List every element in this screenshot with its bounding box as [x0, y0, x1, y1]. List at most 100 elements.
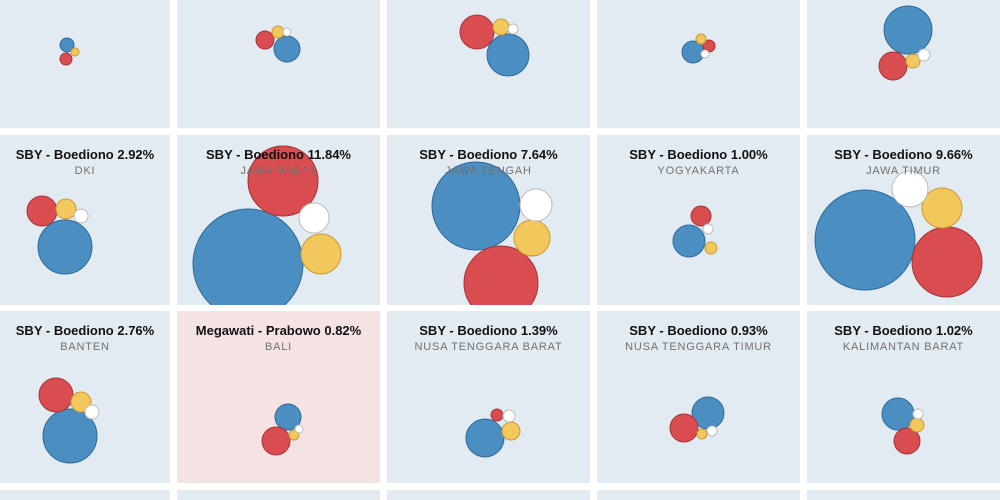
region-tile[interactable]	[177, 0, 380, 128]
region-leader-label: SBY - Boediono 7.64%	[419, 147, 558, 162]
bubble-cluster	[387, 490, 590, 500]
bubble-cluster	[669, 396, 725, 443]
bubble-cluster	[878, 5, 933, 81]
bubble-cluster	[465, 408, 521, 458]
yellow-bubble[interactable]	[704, 241, 718, 255]
region-leader-label: SBY - Boediono 2.92%	[15, 147, 155, 162]
white-bubble[interactable]	[702, 223, 714, 235]
yellow-bubble[interactable]	[695, 33, 707, 45]
white-bubble[interactable]	[706, 425, 718, 437]
region-tile[interactable]	[387, 0, 590, 128]
white-bubble[interactable]	[298, 202, 330, 234]
red-bubble[interactable]	[261, 426, 291, 456]
white-bubble[interactable]	[502, 409, 516, 423]
region-leader-label: SBY - Boediono 1.39%	[419, 323, 558, 338]
bubble-cluster	[26, 195, 93, 275]
region-tile-jawa-tengah[interactable]: SBY - Boediono 7.64% JAWA TENGAH	[387, 135, 590, 305]
region-tile-yogyakarta[interactable]: SBY - Boediono 1.00% YOGYAKARTA	[597, 135, 800, 305]
region-tile-kalimantan-barat[interactable]: SBY - Boediono 1.02% KALIMANTAN BARAT	[807, 311, 1000, 483]
bubble-cluster	[807, 490, 1000, 500]
white-bubble[interactable]	[917, 48, 931, 62]
red-bubble[interactable]	[59, 52, 73, 66]
white-bubble[interactable]	[282, 27, 292, 37]
blue-bubble[interactable]	[37, 219, 93, 275]
region-tile[interactable]	[597, 490, 800, 500]
bubble-cluster	[177, 490, 380, 500]
region-tile[interactable]	[177, 490, 380, 500]
white-bubble[interactable]	[891, 170, 929, 208]
yellow-bubble[interactable]	[271, 25, 285, 39]
yellow-bubble[interactable]	[909, 417, 925, 433]
region-tile[interactable]	[807, 490, 1000, 500]
region-tile-banten[interactable]: SBY - Boediono 2.76% BANTEN	[0, 311, 170, 483]
yellow-bubble[interactable]	[492, 18, 510, 36]
blue-bubble[interactable]	[814, 189, 916, 291]
bubble-cluster	[59, 37, 80, 66]
region-leader-label: SBY - Boediono 1.00%	[629, 147, 768, 162]
bubble-cluster	[814, 170, 983, 298]
red-bubble[interactable]	[911, 226, 983, 298]
yellow-bubble[interactable]	[501, 421, 521, 441]
red-bubble[interactable]	[878, 51, 908, 81]
blue-bubble[interactable]	[59, 37, 75, 53]
blue-bubble[interactable]	[883, 5, 933, 55]
region-name-label: BANTEN	[60, 341, 110, 353]
region-name-label: NUSA TENGGARA TIMUR	[625, 341, 772, 353]
yellow-bubble[interactable]	[921, 187, 963, 229]
blue-bubble[interactable]	[486, 33, 530, 77]
region-leader-label: SBY - Boediono 1.02%	[834, 323, 973, 338]
blue-bubble[interactable]	[273, 35, 301, 63]
white-bubble[interactable]	[73, 208, 89, 224]
region-leader-label: SBY - Boediono 11.84%	[206, 147, 351, 162]
region-name-label: BALI	[264, 341, 293, 353]
red-bubble[interactable]	[255, 30, 275, 50]
white-bubble[interactable]	[84, 404, 100, 420]
white-bubble[interactable]	[519, 188, 553, 222]
red-bubble[interactable]	[893, 427, 921, 455]
bubble-cluster	[431, 161, 553, 305]
yellow-bubble[interactable]	[55, 198, 77, 220]
region-tile-bali[interactable]: Megawati - Prabowo 0.82% BALI	[177, 311, 380, 483]
blue-bubble[interactable]	[42, 408, 98, 464]
bubble-cluster	[0, 490, 170, 500]
yellow-bubble[interactable]	[300, 233, 342, 275]
region-name-label: KALIMANTAN BARAT	[842, 341, 965, 353]
white-bubble[interactable]	[912, 408, 924, 420]
bubble-cluster	[681, 33, 716, 64]
red-bubble[interactable]	[490, 408, 504, 422]
yellow-bubble[interactable]	[70, 47, 80, 57]
blue-bubble[interactable]	[274, 403, 302, 431]
red-bubble[interactable]	[463, 245, 539, 305]
blue-bubble[interactable]	[672, 224, 706, 258]
red-bubble[interactable]	[690, 205, 712, 227]
region-name-label: NUSA TENGGARA BARAT	[414, 341, 563, 353]
region-tile-jawa-barat[interactable]: SBY - Boediono 11.84% JAWA BARAT	[177, 135, 380, 305]
region-tile-dki[interactable]: SBY - Boediono 2.92% DKI	[0, 135, 170, 305]
region-tile-nusa-tenggara-timur[interactable]: SBY - Boediono 0.93% NUSA TENGGARA TIMUR	[597, 311, 800, 483]
blue-bubble[interactable]	[192, 208, 304, 305]
region-tile[interactable]	[387, 490, 590, 500]
white-bubble[interactable]	[294, 424, 304, 434]
red-bubble[interactable]	[669, 413, 699, 443]
region-tile[interactable]	[597, 0, 800, 128]
yellow-bubble[interactable]	[70, 391, 92, 413]
red-bubble[interactable]	[247, 145, 319, 217]
red-bubble[interactable]	[26, 195, 58, 227]
white-bubble[interactable]	[507, 23, 519, 35]
region-tile[interactable]	[0, 0, 170, 128]
yellow-bubble[interactable]	[905, 53, 921, 69]
red-bubble[interactable]	[38, 377, 74, 413]
bubble-cluster	[672, 205, 718, 258]
region-tile-jawa-timur[interactable]: SBY - Boediono 9.66% JAWA TIMUR	[807, 135, 1000, 305]
region-tile[interactable]	[0, 490, 170, 500]
bubble-cluster	[881, 397, 925, 455]
blue-bubble[interactable]	[881, 397, 915, 431]
yellow-bubble[interactable]	[696, 428, 708, 440]
white-bubble[interactable]	[700, 49, 710, 59]
blue-bubble[interactable]	[465, 418, 505, 458]
bubble-cluster	[261, 403, 304, 456]
yellow-bubble[interactable]	[513, 219, 551, 257]
region-tile[interactable]	[807, 0, 1000, 128]
red-bubble[interactable]	[459, 14, 495, 50]
region-tile-nusa-tenggara-barat[interactable]: SBY - Boediono 1.39% NUSA TENGGARA BARAT	[387, 311, 590, 483]
